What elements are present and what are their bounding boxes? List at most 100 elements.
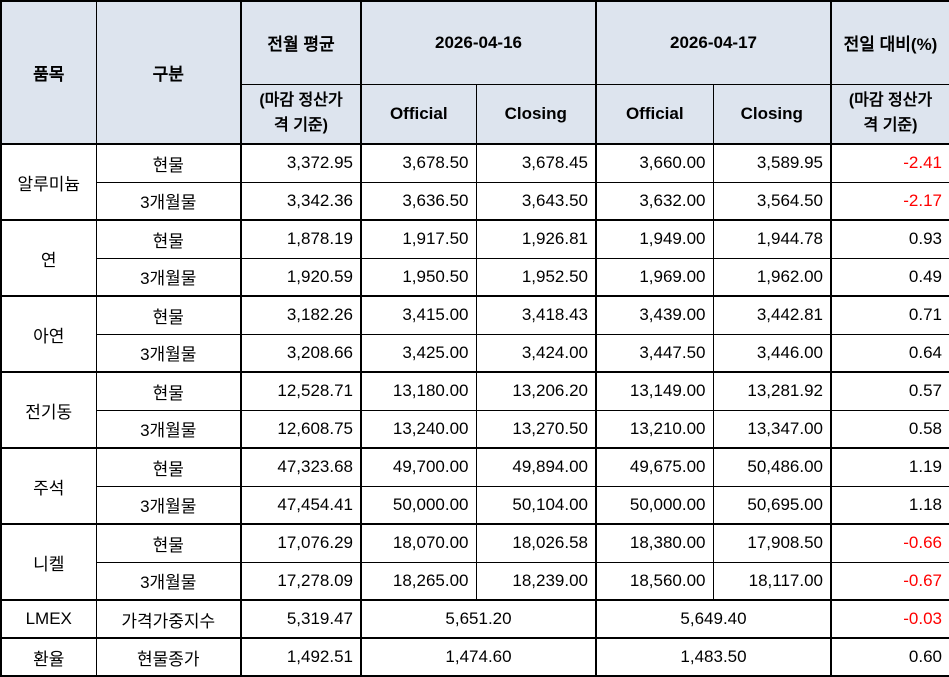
prev-avg-cell: 47,454.41 — [240, 485, 362, 525]
prev-avg-cell: 3,342.36 — [240, 181, 362, 221]
type-cell: 현물 — [95, 295, 242, 335]
change-cell: 1.19 — [830, 447, 949, 487]
item-cell: 주석 — [0, 447, 97, 525]
table-row: 3개월물 1,920.59 1,950.50 1,952.50 1,969.00 1,96… — [1, 257, 949, 297]
official-2-cell: 49,675.00 — [595, 447, 714, 487]
official-1-cell: 3,425.00 — [360, 333, 477, 373]
header-row-2: (마감 정산가 격 기준) Official Closing Official … — [1, 83, 949, 145]
table-row: 3개월물 17,278.09 18,265.00 18,239.00 18,560.00… — [1, 561, 949, 601]
official-1-cell: 50,000.00 — [360, 485, 477, 525]
closing-1-cell: 3,418.43 — [475, 295, 597, 335]
prev-avg-cell: 47,323.68 — [240, 447, 362, 487]
date2-merged-cell: 5,649.40 — [595, 599, 832, 639]
closing-1-cell: 49,894.00 — [475, 447, 597, 487]
official-1-cell: 18,265.00 — [360, 561, 477, 601]
prev-avg-cell: 17,076.29 — [240, 523, 362, 563]
type-cell: 3개월물 — [95, 181, 242, 221]
closing-2-cell: 13,281.92 — [712, 371, 832, 411]
official-1-cell: 18,070.00 — [360, 523, 477, 563]
change-cell: 0.93 — [830, 219, 949, 259]
header-type: 구분 — [95, 0, 242, 145]
prev-avg-cell: 3,182.26 — [240, 295, 362, 335]
closing-2-cell: 13,347.00 — [712, 409, 832, 449]
official-2-cell: 3,660.00 — [595, 143, 714, 183]
official-2-cell: 18,380.00 — [595, 523, 714, 563]
date2-merged-cell: 1,483.50 — [595, 637, 832, 677]
closing-1-cell: 18,026.58 — [475, 523, 597, 563]
item-cell: LMEX — [0, 599, 97, 639]
closing-2-cell: 1,944.78 — [712, 219, 832, 259]
table-row: 환율 현물종가 1,492.51 1,474.60 1,483.50 0.60 — [0, 637, 949, 677]
header-prev-avg: 전월 평균 — [240, 0, 362, 85]
item-cell: 니켈 — [0, 523, 97, 601]
type-cell: 현물 — [95, 447, 242, 487]
table-row: 3개월물 47,454.41 50,000.00 50,104.00 50,000.00… — [1, 485, 949, 525]
closing-1-cell: 50,104.00 — [475, 485, 597, 525]
closing-2-cell: 3,446.00 — [712, 333, 832, 373]
official-2-cell: 3,632.00 — [595, 181, 714, 221]
table-body: 알루미늄 현물 3,372.95 3,678.50 3,678.45 3,660.00 3,… — [0, 143, 949, 677]
header-row-1: 품목 구분 전월 평균 2026-04-16 2026-04-17 전일 대비(… — [0, 0, 949, 145]
item-cell: 연 — [0, 219, 97, 297]
change-cell: 0.49 — [830, 257, 949, 297]
closing-2-cell: 50,695.00 — [712, 485, 832, 525]
closing-1-cell: 1,952.50 — [475, 257, 597, 297]
change-cell: 0.60 — [830, 637, 949, 677]
item-cell: 전기동 — [0, 371, 97, 449]
official-2-cell: 1,969.00 — [595, 257, 714, 297]
table-row: 전기동 현물 12,528.71 13,180.00 13,206.20 13,149.0… — [0, 371, 949, 449]
prev-avg-cell: 1,920.59 — [240, 257, 362, 297]
type-cell: 3개월물 — [95, 257, 242, 297]
type-cell: 가격가중지수 — [95, 599, 242, 639]
table-row: 주석 현물 47,323.68 49,700.00 49,894.00 49,675.00… — [0, 447, 949, 525]
type-cell: 현물 — [95, 371, 242, 411]
type-cell: 3개월물 — [95, 485, 242, 525]
official-1-cell: 3,636.50 — [360, 181, 477, 221]
official-1-cell: 49,700.00 — [360, 447, 477, 487]
change-cell: -0.03 — [830, 599, 949, 639]
table-row: 알루미늄 현물 3,372.95 3,678.50 3,678.45 3,660.00 3,… — [0, 143, 949, 221]
closing-1-cell: 3,678.45 — [475, 143, 597, 183]
item-cell: 아연 — [0, 295, 97, 373]
table-row: 아연 현물 3,182.26 3,415.00 3,418.43 3,439.00 3,44… — [0, 295, 949, 373]
table-row: 연 현물 1,878.19 1,917.50 1,926.81 1,949.00 1,944… — [0, 219, 949, 297]
type-cell: 현물 — [95, 219, 242, 259]
official-2-cell: 1,949.00 — [595, 219, 714, 259]
change-cell: -0.66 — [830, 523, 949, 563]
official-1-cell: 1,917.50 — [360, 219, 477, 259]
header-change: 전일 대비(%) — [830, 0, 949, 85]
closing-2-cell: 50,486.00 — [712, 447, 832, 487]
table-row: 3개월물 3,342.36 3,636.50 3,643.50 3,632.00 3,56… — [1, 181, 949, 221]
table-row: 니켈 현물 17,076.29 18,070.00 18,026.58 18,380.00… — [0, 523, 949, 601]
closing-1-cell: 13,270.50 — [475, 409, 597, 449]
type-cell: 현물종가 — [95, 637, 242, 677]
closing-2-cell: 3,589.95 — [712, 143, 832, 183]
header-official-1: Official — [360, 83, 477, 145]
closing-2-cell: 1,962.00 — [712, 257, 832, 297]
prev-avg-cell: 1,878.19 — [240, 219, 362, 259]
type-cell: 3개월물 — [95, 409, 242, 449]
official-2-cell: 3,439.00 — [595, 295, 714, 335]
header-closing-1: Closing — [475, 83, 597, 145]
header-date-1: 2026-04-16 — [360, 0, 597, 85]
prev-avg-cell: 3,372.95 — [240, 143, 362, 183]
official-2-cell: 50,000.00 — [595, 485, 714, 525]
table-row: 3개월물 12,608.75 13,240.00 13,270.50 13,210.00… — [1, 409, 949, 449]
type-cell: 현물 — [95, 143, 242, 183]
closing-2-cell: 18,117.00 — [712, 561, 832, 601]
closing-1-cell: 13,206.20 — [475, 371, 597, 411]
change-cell: 0.57 — [830, 371, 949, 411]
closing-1-cell: 1,926.81 — [475, 219, 597, 259]
official-1-cell: 13,180.00 — [360, 371, 477, 411]
official-1-cell: 13,240.00 — [360, 409, 477, 449]
change-cell: -2.41 — [830, 143, 949, 183]
date1-merged-cell: 5,651.20 — [360, 599, 597, 639]
item-cell: 알루미늄 — [0, 143, 97, 221]
table-row: LMEX 가격가중지수 5,319.47 5,651.20 5,649.40 -0.03 — [0, 599, 949, 639]
change-cell: 0.58 — [830, 409, 949, 449]
closing-1-cell: 18,239.00 — [475, 561, 597, 601]
header-date-2: 2026-04-17 — [595, 0, 832, 85]
item-cell: 환율 — [0, 637, 97, 677]
table-row: 3개월물 3,208.66 3,425.00 3,424.00 3,447.50 3,44… — [1, 333, 949, 373]
date1-merged-cell: 1,474.60 — [360, 637, 597, 677]
